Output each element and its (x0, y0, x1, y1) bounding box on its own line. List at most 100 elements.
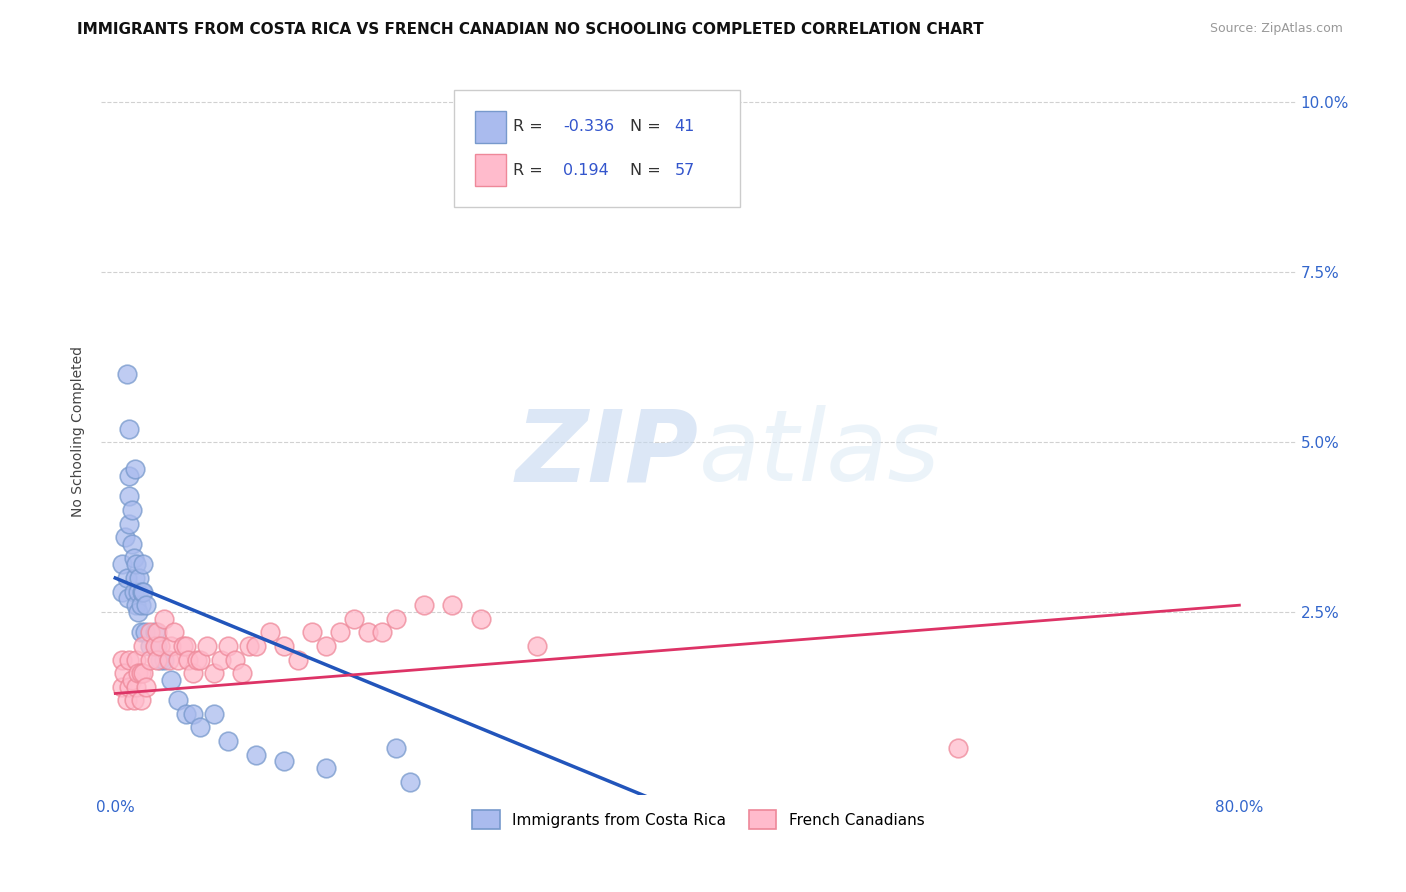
Point (385, 612, 408, 626)
Text: Source: ZipAtlas.com: Source: ZipAtlas.com (1209, 22, 1343, 36)
Point (118, 490, 141, 504)
Text: 57: 57 (675, 162, 695, 178)
Point (132, 639, 155, 653)
Point (202, 706, 225, 721)
Point (139, 639, 162, 653)
Point (135, 680, 157, 694)
Text: R =: R = (513, 162, 548, 178)
Point (470, 612, 492, 626)
FancyBboxPatch shape (475, 111, 506, 143)
Point (149, 652, 172, 666)
Point (149, 639, 172, 653)
Point (124, 462, 146, 476)
Point (118, 680, 141, 694)
Point (188, 721, 211, 735)
Point (343, 612, 366, 626)
Point (118, 469, 141, 483)
Point (111, 680, 134, 694)
FancyBboxPatch shape (454, 90, 740, 207)
Y-axis label: No Schooling Completed: No Schooling Completed (72, 346, 86, 517)
Point (117, 591, 139, 606)
Point (115, 571, 138, 585)
Point (157, 652, 180, 666)
Point (217, 734, 239, 748)
Point (129, 625, 152, 640)
Point (122, 693, 145, 707)
Point (127, 584, 149, 599)
Legend: Immigrants from Costa Rica, French Canadians: Immigrants from Costa Rica, French Canad… (467, 805, 931, 835)
Text: R =: R = (513, 120, 548, 134)
Point (125, 652, 148, 666)
Point (195, 639, 218, 653)
Point (209, 652, 232, 666)
Point (202, 666, 225, 681)
Point (153, 652, 176, 666)
Point (111, 652, 134, 666)
Point (129, 598, 152, 612)
Point (111, 558, 134, 572)
Point (160, 639, 183, 653)
Point (371, 625, 394, 640)
Point (131, 584, 153, 599)
Point (146, 639, 169, 653)
Point (174, 639, 197, 653)
Point (132, 558, 155, 572)
Point (329, 625, 352, 640)
Point (146, 652, 169, 666)
Point (127, 605, 149, 619)
Point (129, 693, 152, 707)
Point (118, 516, 141, 531)
Point (125, 558, 148, 572)
Point (357, 625, 380, 640)
Point (484, 177, 506, 191)
Point (112, 666, 135, 681)
Point (134, 625, 156, 640)
Point (163, 625, 186, 640)
Point (526, 639, 548, 653)
Point (118, 421, 141, 435)
Point (172, 639, 194, 653)
Point (121, 503, 143, 517)
Point (115, 693, 138, 707)
Point (125, 598, 148, 612)
Point (143, 625, 166, 640)
Point (167, 693, 190, 707)
Point (441, 598, 464, 612)
Point (245, 639, 267, 653)
Point (174, 706, 197, 721)
Point (143, 639, 166, 653)
Point (127, 666, 149, 681)
Point (135, 598, 157, 612)
Point (231, 666, 253, 681)
Point (146, 625, 169, 640)
Point (114, 530, 136, 544)
Point (273, 639, 295, 653)
Point (181, 666, 204, 681)
Point (160, 673, 183, 687)
Point (128, 571, 150, 585)
Text: IMMIGRANTS FROM COSTA RICA VS FRENCH CANADIAN NO SCHOOLING COMPLETED CORRELATION: IMMIGRANTS FROM COSTA RICA VS FRENCH CAN… (77, 22, 984, 37)
Point (132, 584, 155, 599)
Point (129, 666, 152, 681)
Point (224, 652, 246, 666)
Point (125, 680, 148, 694)
Text: ZIP: ZIP (516, 405, 699, 502)
Point (217, 639, 239, 653)
Point (122, 550, 145, 565)
Point (301, 625, 323, 640)
Point (315, 761, 337, 775)
Point (139, 652, 162, 666)
Point (315, 639, 337, 653)
FancyBboxPatch shape (475, 154, 506, 186)
Point (122, 584, 145, 599)
Point (186, 652, 208, 666)
Point (115, 368, 138, 382)
Point (188, 652, 211, 666)
Point (413, 598, 436, 612)
Point (238, 639, 260, 653)
Text: atlas: atlas (699, 405, 941, 502)
Point (273, 755, 295, 769)
Text: N =: N = (630, 120, 666, 134)
Point (121, 673, 143, 687)
Point (385, 740, 408, 755)
